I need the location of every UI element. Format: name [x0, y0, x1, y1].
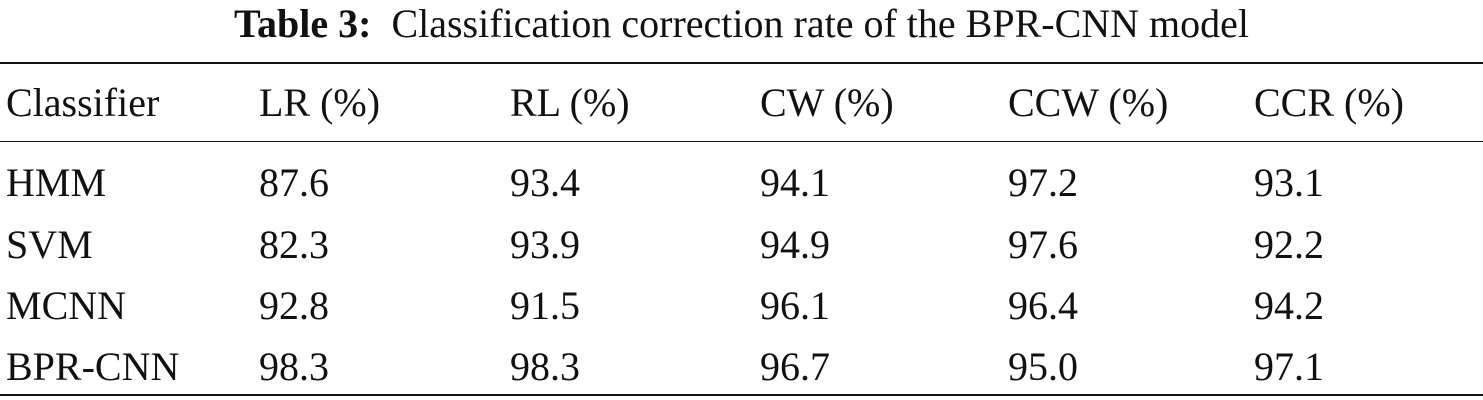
table-caption-label: Table 3: [233, 1, 372, 46]
cell-ccw: 97.6 [1008, 222, 1078, 267]
table-row: SVM 82.3 93.9 94.9 97.6 92.2 [0, 214, 1483, 275]
cell-rl: 93.9 [510, 222, 580, 267]
cell-lr: 82.3 [259, 222, 329, 267]
cell-rl: 91.5 [510, 283, 580, 328]
table-header-row: Classifier LR (%) RL (%) CW (%) CCW (%) … [0, 64, 1483, 141]
cell-ccr: 97.1 [1254, 344, 1324, 389]
cell-cw: 96.7 [760, 344, 830, 389]
cell-rl: 98.3 [510, 344, 580, 389]
cell-cw: 94.9 [760, 222, 830, 267]
cell-classifier: BPR-CNN [6, 344, 180, 389]
cell-cw: 94.1 [760, 160, 830, 205]
column-header-classifier: Classifier [6, 80, 160, 125]
column-header-ccw: CCW (%) [1008, 80, 1169, 125]
table-top-rule [0, 62, 1483, 64]
cell-classifier: HMM [6, 160, 107, 205]
cell-ccw: 95.0 [1008, 344, 1078, 389]
cell-ccw: 96.4 [1008, 283, 1078, 328]
cell-ccr: 93.1 [1254, 160, 1324, 205]
table-caption: Table 3: Classification correction rate … [0, 2, 1483, 46]
cell-lr: 87.6 [259, 160, 329, 205]
results-table: Classifier LR (%) RL (%) CW (%) CCW (%) … [0, 64, 1483, 397]
cell-classifier: MCNN [6, 283, 127, 328]
cell-ccr: 92.2 [1254, 222, 1324, 267]
table-caption-text: Classification correction rate of the BP… [391, 1, 1250, 46]
table-row: BPR-CNN 98.3 98.3 96.7 95.0 97.1 [0, 336, 1483, 397]
table-header-rule [0, 141, 1483, 142]
table-bottom-rule [0, 394, 1483, 396]
cell-cw: 96.1 [760, 283, 830, 328]
column-header-lr: LR (%) [259, 80, 381, 125]
cell-lr: 98.3 [259, 344, 329, 389]
cell-classifier: SVM [6, 222, 93, 267]
cell-rl: 93.4 [510, 160, 580, 205]
column-header-cw: CW (%) [760, 80, 894, 125]
cell-lr: 92.8 [259, 283, 329, 328]
cell-ccw: 97.2 [1008, 160, 1078, 205]
column-header-ccr: CCR (%) [1254, 80, 1404, 125]
column-header-rl: RL (%) [510, 80, 630, 125]
table-row: HMM 87.6 93.4 94.1 97.2 93.1 [0, 141, 1483, 214]
cell-ccr: 94.2 [1254, 283, 1324, 328]
table-row: MCNN 92.8 91.5 96.1 96.4 94.2 [0, 275, 1483, 336]
